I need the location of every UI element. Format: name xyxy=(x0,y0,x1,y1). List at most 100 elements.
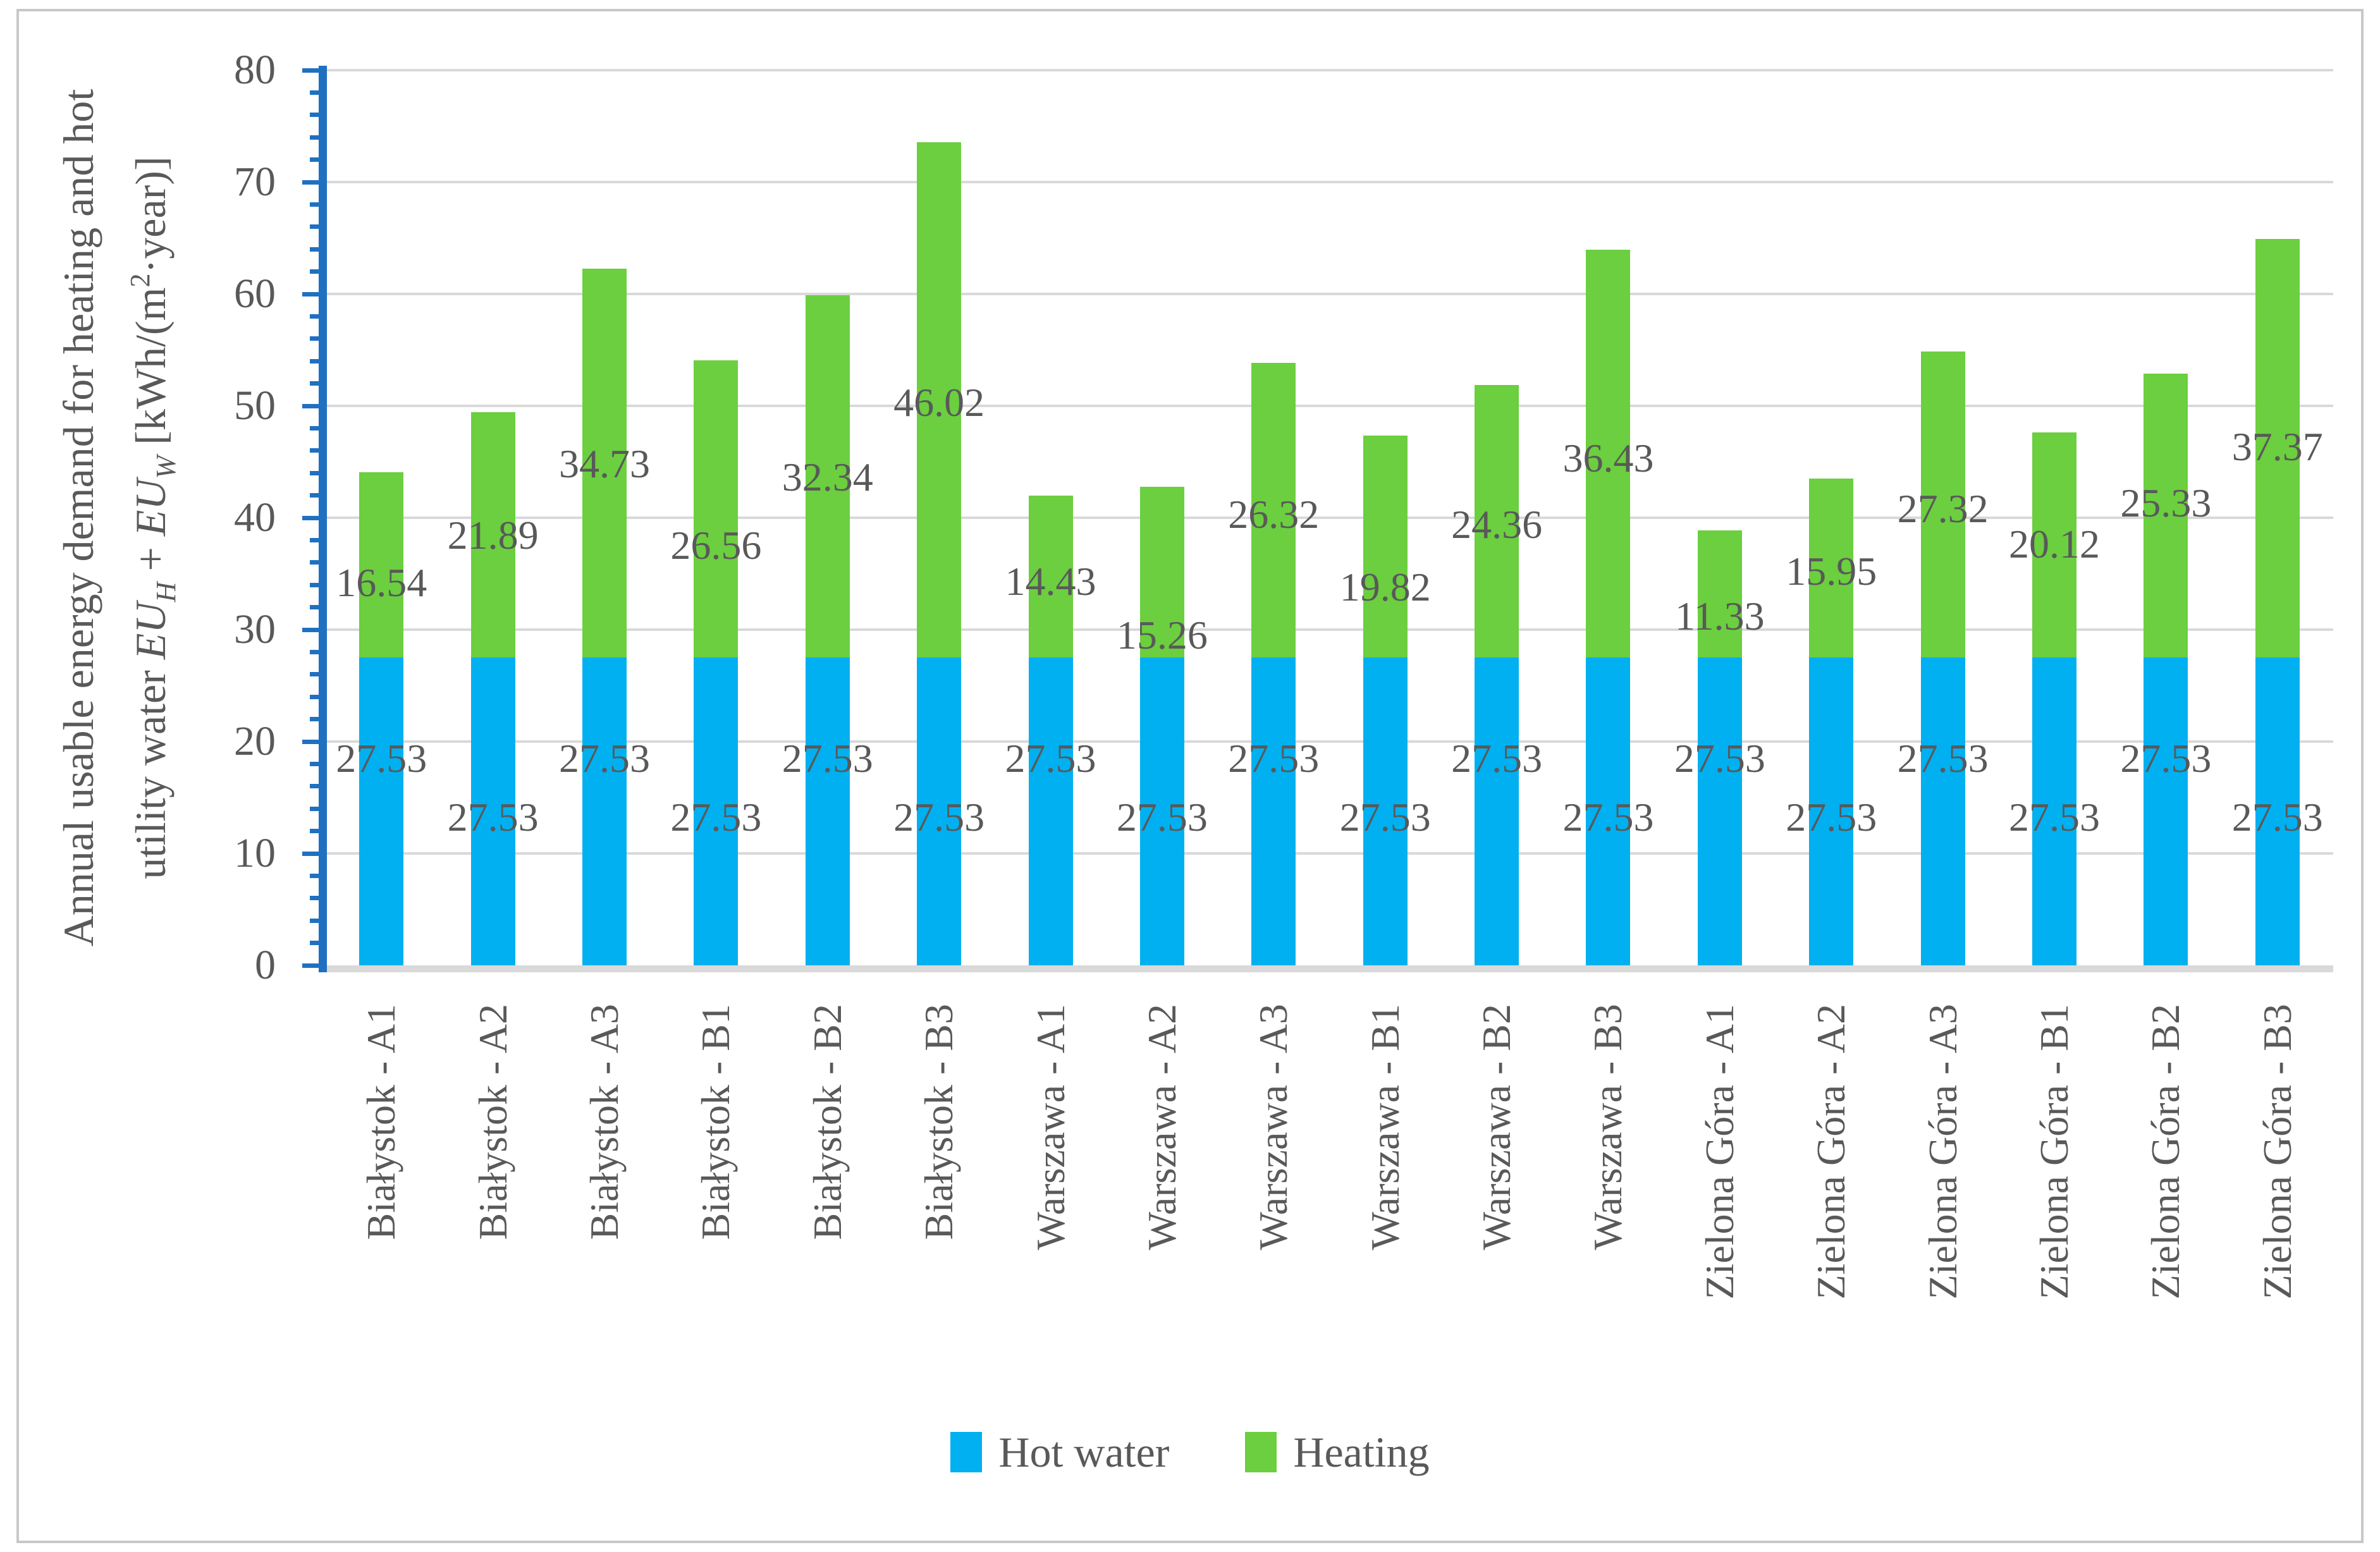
y-axis-title-text-1: Annual usable energy demand for heating … xyxy=(54,89,102,947)
minor-tick xyxy=(310,873,319,878)
data-label-heating: 32.34 xyxy=(782,455,873,500)
bar-segment-heating xyxy=(805,295,850,657)
bar-segment-heating xyxy=(359,472,404,657)
gridline xyxy=(327,516,2333,519)
plus-sign: + xyxy=(126,536,175,582)
gridline xyxy=(327,405,2333,407)
data-label-heating: 46.02 xyxy=(893,379,985,425)
data-label-hot-water: 27.53 xyxy=(670,795,762,840)
minor-tick xyxy=(310,761,319,766)
data-label-hot-water: 27.53 xyxy=(1451,735,1543,781)
bar-segment-hot-water xyxy=(694,657,739,965)
minor-tick xyxy=(310,381,319,386)
minor-tick xyxy=(310,941,319,946)
gridline xyxy=(327,740,2333,743)
category-label: Zielona Góra - B2 xyxy=(2143,1004,2188,1300)
bar-segment-hot-water xyxy=(1028,657,1073,965)
data-label-heating: 26.32 xyxy=(1228,491,1320,537)
category-label: Zielona Góra - A3 xyxy=(1920,1004,1965,1300)
category-label: Zielona Góra - B3 xyxy=(2254,1004,2300,1300)
category-label: Zielona Góra - B1 xyxy=(2032,1004,2077,1300)
bar-segment-heating xyxy=(2032,432,2077,657)
bar-segment-heating xyxy=(2144,374,2188,657)
minor-tick xyxy=(310,314,319,319)
bar-segment-hot-water xyxy=(1809,657,1854,965)
minor-tick xyxy=(310,425,319,431)
y-tick-label: 80 xyxy=(234,47,276,93)
bar-segment-heating xyxy=(1586,249,1631,657)
data-label-hot-water: 27.53 xyxy=(1674,735,1765,781)
minor-tick xyxy=(310,90,319,95)
y-tick-label: 60 xyxy=(234,271,276,317)
data-label-heating: 15.26 xyxy=(1116,612,1208,657)
legend-item-heating: Heating xyxy=(1245,1430,1430,1474)
minor-tick xyxy=(310,157,319,162)
minor-tick xyxy=(310,470,319,475)
minor-tick xyxy=(310,247,319,252)
bar-segment-hot-water xyxy=(805,657,850,965)
y-tick-label: 10 xyxy=(234,830,276,876)
bar-segment-hot-water xyxy=(1363,657,1408,965)
bar-segment-heating xyxy=(694,360,739,657)
major-tick xyxy=(302,963,319,968)
minor-tick xyxy=(310,560,319,565)
y-axis-line xyxy=(319,66,327,972)
data-label-heating: 27.32 xyxy=(1897,486,1989,531)
data-label-hot-water: 27.53 xyxy=(336,735,427,781)
major-tick xyxy=(302,180,319,185)
minor-tick xyxy=(310,448,319,453)
minor-tick xyxy=(310,829,319,834)
minor-tick xyxy=(310,224,319,229)
minor-tick xyxy=(310,269,319,274)
major-tick xyxy=(302,851,319,856)
bar-segment-hot-water xyxy=(1251,657,1296,965)
bar-segment-heating xyxy=(1251,362,1296,657)
bar-segment-hot-water xyxy=(1920,657,1965,965)
minor-tick xyxy=(310,784,319,789)
minor-tick xyxy=(310,672,319,677)
category-label: Warszawa - A1 xyxy=(1027,1004,1073,1250)
gridline xyxy=(327,628,2333,631)
eu-h-subscript: H xyxy=(150,582,182,602)
category-label: Warszawa - A3 xyxy=(1251,1004,1296,1250)
bar-segment-hot-water xyxy=(359,657,404,965)
category-label: Zielona Góra - A2 xyxy=(1808,1004,1854,1300)
data-label-hot-water: 27.53 xyxy=(1339,795,1431,840)
data-label-hot-water: 27.53 xyxy=(2231,795,2323,840)
data-label-heating: 36.43 xyxy=(1562,436,1654,481)
data-label-hot-water: 27.53 xyxy=(447,795,539,840)
y-axis-title-text-2: utility water xyxy=(126,659,175,879)
unit-suffix: ·year)] xyxy=(126,156,175,274)
bar-segment-hot-water xyxy=(2032,657,2077,965)
data-label-hot-water: 27.53 xyxy=(1005,735,1096,781)
major-tick xyxy=(302,403,319,408)
category-label: Białystok - B3 xyxy=(916,1004,962,1240)
bar-segment-heating xyxy=(917,142,962,657)
bar-segment-hot-water xyxy=(1697,657,1742,965)
data-label-hot-water: 27.53 xyxy=(558,735,650,781)
minor-tick xyxy=(310,717,319,722)
data-label-hot-water: 27.53 xyxy=(1228,735,1320,781)
data-label-heating: 16.54 xyxy=(336,559,427,605)
data-label-heating: 25.33 xyxy=(2120,480,2212,525)
minor-tick xyxy=(310,537,319,542)
squared-superscript: 2 xyxy=(125,273,156,288)
eu-w-symbol: EU xyxy=(126,479,175,537)
bar-segment-hot-water xyxy=(582,657,627,965)
major-tick xyxy=(302,515,319,520)
bar-segment-heating xyxy=(1139,486,1184,657)
data-label-heating: 34.73 xyxy=(558,441,650,487)
data-label-hot-water: 27.53 xyxy=(1897,735,1989,781)
data-label-heating: 11.33 xyxy=(1675,593,1765,639)
minor-tick xyxy=(310,649,319,654)
hot-water-swatch-icon xyxy=(950,1432,983,1472)
minor-tick xyxy=(310,113,319,118)
category-label: Białystok - A1 xyxy=(359,1004,404,1240)
bar-segment-heating xyxy=(582,268,627,657)
data-label-heating: 15.95 xyxy=(1786,548,1877,594)
minor-tick xyxy=(310,358,319,364)
y-tick-label: 30 xyxy=(234,606,276,652)
major-tick xyxy=(302,291,319,296)
bar-segment-hot-water xyxy=(2255,657,2300,965)
